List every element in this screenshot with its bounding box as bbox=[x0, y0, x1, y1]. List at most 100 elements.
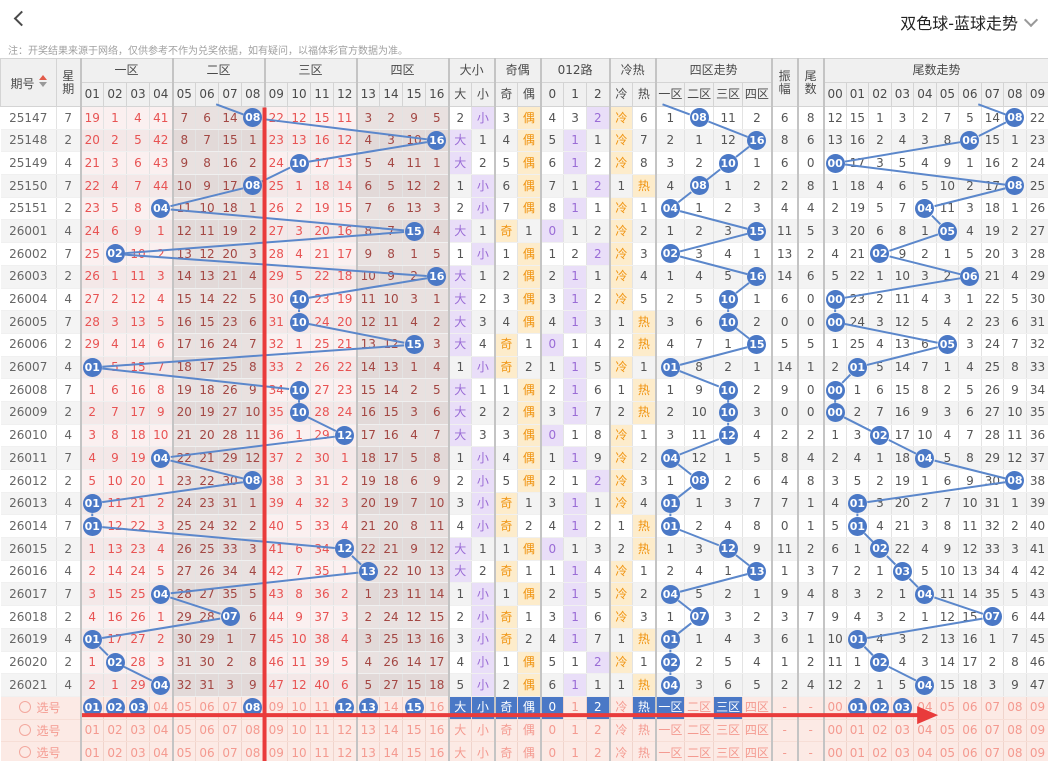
pick-cell-q4-三区[interactable]: 三区 bbox=[713, 696, 744, 720]
period-header-sort[interactable]: 期号 bbox=[0, 58, 57, 107]
pick-cell-pink-12[interactable]: 12 bbox=[333, 741, 358, 761]
pick-cell-tail-尾数[interactable]: - bbox=[796, 696, 825, 720]
radio-icon[interactable] bbox=[19, 700, 32, 713]
pick-cell-q4-四区[interactable]: 四区 bbox=[742, 741, 773, 761]
pick-cell-pink-10[interactable]: 10 bbox=[287, 741, 312, 761]
pick-cell-jo-偶[interactable]: 偶 bbox=[517, 741, 542, 761]
pick-cell-lr-热[interactable]: 热 bbox=[632, 741, 657, 761]
pick-cell-tail-尾数[interactable]: - bbox=[796, 719, 825, 743]
pick-cell-tw-04[interactable]: 04 bbox=[913, 741, 937, 761]
pick-cell-gray-06[interactable]: 06 bbox=[195, 719, 220, 743]
pick-cell-pink-09[interactable]: 09 bbox=[263, 719, 289, 743]
pick-cell-jo-偶[interactable]: 偶 bbox=[517, 696, 542, 720]
pick-cell-pink-11[interactable]: 11 bbox=[310, 719, 335, 743]
pick-cell-pink-11[interactable]: 11 bbox=[310, 741, 335, 761]
pick-cell-r012-2[interactable]: 2 bbox=[586, 696, 611, 720]
pick-cell-q4-一区[interactable]: 一区 bbox=[654, 719, 686, 743]
pick-cell-r012-1[interactable]: 1 bbox=[563, 719, 588, 743]
pick-cell-gray-16[interactable]: 16 bbox=[425, 741, 450, 761]
pick-cell-q4-四区[interactable]: 四区 bbox=[742, 719, 773, 743]
pick-cell-tw-04[interactable]: 04 bbox=[913, 719, 937, 743]
pick-cell-pink-02[interactable]: 02 bbox=[103, 741, 127, 761]
pick-cell-tail-尾数[interactable]: - bbox=[796, 741, 825, 761]
pick-cell-r012-2[interactable]: 2 bbox=[586, 719, 611, 743]
pick-cell-gray-08[interactable]: 08 bbox=[241, 696, 266, 720]
pick-cell-r012-1[interactable]: 1 bbox=[563, 741, 588, 761]
pick-cell-amp-振幅[interactable]: - bbox=[770, 741, 799, 761]
radio-icon[interactable] bbox=[19, 746, 32, 759]
pick-cell-lr-冷[interactable]: 冷 bbox=[608, 741, 634, 761]
pick-cell-tw-08[interactable]: 08 bbox=[1003, 719, 1027, 743]
pick-cell-pink-11[interactable]: 11 bbox=[310, 696, 335, 720]
pick-label[interactable]: 选号 bbox=[0, 741, 81, 761]
pick-cell-q4-四区[interactable]: 四区 bbox=[742, 696, 773, 720]
pick-cell-gray-07[interactable]: 07 bbox=[218, 696, 243, 720]
pick-cell-tw-09[interactable]: 09 bbox=[1026, 719, 1048, 743]
pick-cell-dx-小[interactable]: 小 bbox=[471, 741, 496, 761]
pick-cell-tw-08[interactable]: 08 bbox=[1003, 696, 1027, 720]
pick-cell-r012-0[interactable]: 0 bbox=[539, 741, 565, 761]
pick-cell-pink-04[interactable]: 04 bbox=[149, 741, 174, 761]
pick-cell-pink-01[interactable]: 01 bbox=[79, 741, 104, 761]
pick-cell-lr-冷[interactable]: 冷 bbox=[608, 719, 634, 743]
pick-cell-dx-小[interactable]: 小 bbox=[471, 719, 496, 743]
pick-cell-tw-01[interactable]: 01 bbox=[846, 741, 870, 761]
pick-cell-dx-大[interactable]: 大 bbox=[447, 719, 473, 743]
pick-cell-q4-三区[interactable]: 三区 bbox=[713, 741, 744, 761]
pick-cell-pink-10[interactable]: 10 bbox=[287, 696, 312, 720]
pick-cell-gray-07[interactable]: 07 bbox=[218, 741, 243, 761]
pick-cell-jo-奇[interactable]: 奇 bbox=[493, 719, 519, 743]
pick-cell-pink-10[interactable]: 10 bbox=[287, 719, 312, 743]
pick-cell-gray-13[interactable]: 13 bbox=[355, 741, 381, 761]
pick-cell-gray-07[interactable]: 07 bbox=[218, 719, 243, 743]
pick-cell-tw-05[interactable]: 05 bbox=[936, 741, 960, 761]
pick-cell-dx-大[interactable]: 大 bbox=[447, 741, 473, 761]
pick-cell-pink-02[interactable]: 02 bbox=[103, 696, 127, 720]
radio-icon[interactable] bbox=[19, 723, 32, 736]
pick-label[interactable]: 选号 bbox=[0, 696, 81, 720]
pick-cell-gray-05[interactable]: 05 bbox=[171, 741, 197, 761]
pick-cell-tw-06[interactable]: 06 bbox=[958, 719, 982, 743]
pick-cell-pink-04[interactable]: 04 bbox=[149, 719, 174, 743]
pick-cell-pink-01[interactable]: 01 bbox=[79, 696, 104, 720]
pick-cell-tw-03[interactable]: 03 bbox=[891, 719, 915, 743]
pick-cell-gray-13[interactable]: 13 bbox=[355, 719, 381, 743]
pick-cell-tw-06[interactable]: 06 bbox=[958, 741, 982, 761]
pick-cell-gray-13[interactable]: 13 bbox=[355, 696, 381, 720]
pick-cell-pink-03[interactable]: 03 bbox=[126, 696, 150, 720]
pick-cell-tw-06[interactable]: 06 bbox=[958, 696, 982, 720]
pick-cell-q4-二区[interactable]: 二区 bbox=[684, 696, 715, 720]
pick-cell-gray-05[interactable]: 05 bbox=[171, 696, 197, 720]
pick-cell-r012-0[interactable]: 0 bbox=[539, 719, 565, 743]
pick-cell-pink-12[interactable]: 12 bbox=[333, 696, 358, 720]
pick-cell-dx-大[interactable]: 大 bbox=[447, 696, 473, 720]
pick-cell-amp-振幅[interactable]: - bbox=[770, 719, 799, 743]
pick-cell-jo-奇[interactable]: 奇 bbox=[493, 741, 519, 761]
pick-cell-r012-2[interactable]: 2 bbox=[586, 741, 611, 761]
pick-cell-jo-偶[interactable]: 偶 bbox=[517, 719, 542, 743]
pick-cell-lr-热[interactable]: 热 bbox=[632, 696, 657, 720]
pick-cell-pink-03[interactable]: 03 bbox=[126, 741, 150, 761]
pick-cell-r012-0[interactable]: 0 bbox=[539, 696, 565, 720]
pick-label[interactable]: 选号 bbox=[0, 719, 81, 743]
pick-cell-pink-09[interactable]: 09 bbox=[263, 696, 289, 720]
pick-cell-gray-05[interactable]: 05 bbox=[171, 719, 197, 743]
pick-cell-gray-06[interactable]: 06 bbox=[195, 696, 220, 720]
pick-cell-jo-奇[interactable]: 奇 bbox=[493, 696, 519, 720]
pick-cell-q4-一区[interactable]: 一区 bbox=[654, 741, 686, 761]
pick-cell-pink-12[interactable]: 12 bbox=[333, 719, 358, 743]
pick-cell-tw-07[interactable]: 07 bbox=[981, 719, 1005, 743]
pick-cell-tw-01[interactable]: 01 bbox=[846, 696, 870, 720]
pick-cell-tw-00[interactable]: 00 bbox=[822, 719, 847, 743]
pick-cell-tw-08[interactable]: 08 bbox=[1003, 741, 1027, 761]
pick-cell-r012-1[interactable]: 1 bbox=[563, 696, 588, 720]
pick-cell-tw-02[interactable]: 02 bbox=[868, 719, 892, 743]
back-icon[interactable] bbox=[16, 13, 27, 24]
pick-cell-q4-三区[interactable]: 三区 bbox=[713, 719, 744, 743]
pick-cell-gray-14[interactable]: 14 bbox=[379, 719, 404, 743]
pick-cell-tw-09[interactable]: 09 bbox=[1026, 696, 1048, 720]
pick-cell-pink-04[interactable]: 04 bbox=[149, 696, 174, 720]
pick-cell-pink-03[interactable]: 03 bbox=[126, 719, 150, 743]
pick-cell-gray-15[interactable]: 15 bbox=[402, 719, 427, 743]
pick-cell-tw-04[interactable]: 04 bbox=[913, 696, 937, 720]
